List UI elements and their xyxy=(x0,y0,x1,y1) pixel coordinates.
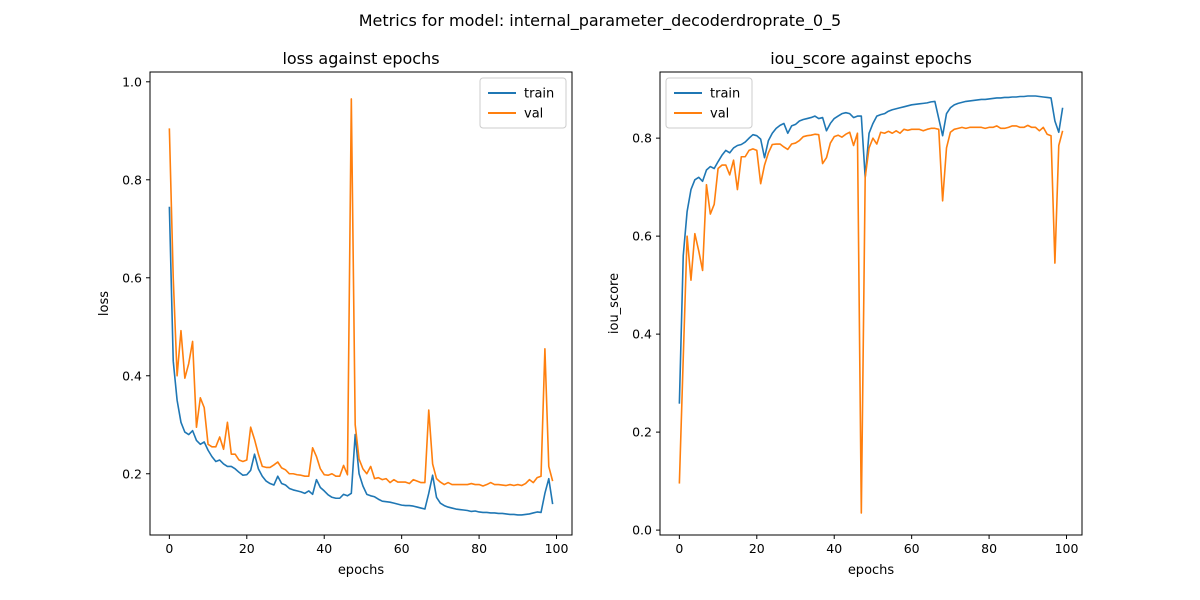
loss-legend: train val xyxy=(479,77,567,129)
loss-x-tick-label: 40 xyxy=(316,541,332,556)
loss-x-tick-label: 20 xyxy=(239,541,255,556)
loss-x-axis-label: epochs xyxy=(338,563,385,578)
iou-legend: train val xyxy=(665,77,753,129)
iou-y-tick-label: 0.2 xyxy=(632,425,652,440)
loss-legend-label-train: train xyxy=(524,87,554,102)
loss-chart-title: loss against epochs xyxy=(282,49,439,68)
loss-val-line xyxy=(168,98,554,487)
loss-legend-label-val: val xyxy=(524,107,543,122)
loss-x-tick-label: 0 xyxy=(165,541,173,556)
loss-x-tick-label: 60 xyxy=(394,541,410,556)
loss-legend-box xyxy=(479,77,567,129)
loss-y-tick-label: 0.2 xyxy=(122,466,142,481)
iou-y-tick-label: 0.0 xyxy=(632,523,652,538)
loss-y-tick-label: 0.8 xyxy=(122,172,142,187)
loss-x-tick-label: 80 xyxy=(471,541,487,556)
loss-axes-frame xyxy=(149,71,573,536)
loss-chart: loss against epochs 0 20 40 60 80 100 0.2 0.4 0.6… xyxy=(97,49,573,578)
iou-legend-label-val: val xyxy=(710,107,729,122)
iou-x-tick-label: 20 xyxy=(749,541,765,556)
figure-suptitle: Metrics for model: internal_parameter_de… xyxy=(359,11,841,31)
iou-legend-label-train: train xyxy=(710,87,740,102)
iou-x-tick-label: 0 xyxy=(675,541,683,556)
iou-axes-frame xyxy=(659,71,1083,536)
iou-train-line xyxy=(678,95,1064,404)
iou-y-axis-label: iou_score xyxy=(607,273,622,334)
iou-score-chart: iou_score against epochs 0 20 40 60 80 100 0.0 0… xyxy=(607,49,1083,578)
loss-train-line xyxy=(168,206,554,516)
iou-y-tick-label: 0.6 xyxy=(632,229,652,244)
loss-y-axis-label: loss xyxy=(97,291,112,316)
iou-x-axis-label: epochs xyxy=(848,563,895,578)
iou-x-tick-label: 40 xyxy=(826,541,842,556)
iou-x-tick-label: 80 xyxy=(981,541,997,556)
loss-y-tick-label: 0.6 xyxy=(122,270,142,285)
iou-legend-box xyxy=(665,77,753,129)
loss-y-tick-label: 0.4 xyxy=(122,368,142,383)
loss-y-tick-label: 1.0 xyxy=(122,74,142,89)
iou-x-tick-label: 60 xyxy=(904,541,920,556)
loss-x-tick-label: 100 xyxy=(545,541,569,556)
iou-x-tick-label: 100 xyxy=(1055,541,1079,556)
iou-y-tick-label: 0.8 xyxy=(632,131,652,146)
iou-y-tick-label: 0.4 xyxy=(632,327,652,342)
iou-val-line xyxy=(678,124,1064,514)
iou-chart-title: iou_score against epochs xyxy=(770,49,972,69)
